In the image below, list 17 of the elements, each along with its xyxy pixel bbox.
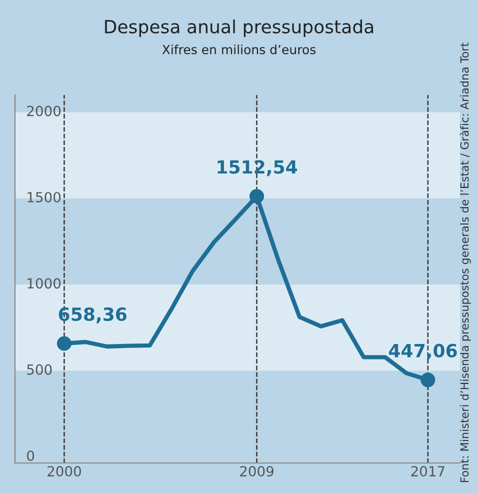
- y-tick-label: 0: [27, 450, 34, 461]
- data-label: 447,06: [389, 344, 457, 360]
- chart-subtitle: Xifres en milions d’euros: [162, 44, 316, 54]
- x-tick-label: 2017: [411, 466, 444, 477]
- point: [420, 372, 436, 388]
- y-tick-label: 2000: [27, 106, 61, 116]
- chart-title: Despesa anual pressupostada: [105, 20, 374, 37]
- y-tick-label: 1000: [28, 278, 61, 289]
- x-tick-label: 2000: [48, 466, 81, 477]
- data-label: 658,36: [58, 307, 126, 324]
- point: [249, 188, 264, 204]
- y-tick-label: 500: [27, 364, 52, 375]
- annotation: Font: Ministeri d’Hisenda pressupostos generals de l’Estat / Gràfic: Ariadna Tort: [460, 42, 471, 482]
- data-label: 1512,54: [218, 160, 298, 176]
- x-tick-label: 2009: [240, 466, 274, 477]
- point: [56, 336, 72, 351]
- y-tick-label: 1500: [28, 192, 61, 202]
